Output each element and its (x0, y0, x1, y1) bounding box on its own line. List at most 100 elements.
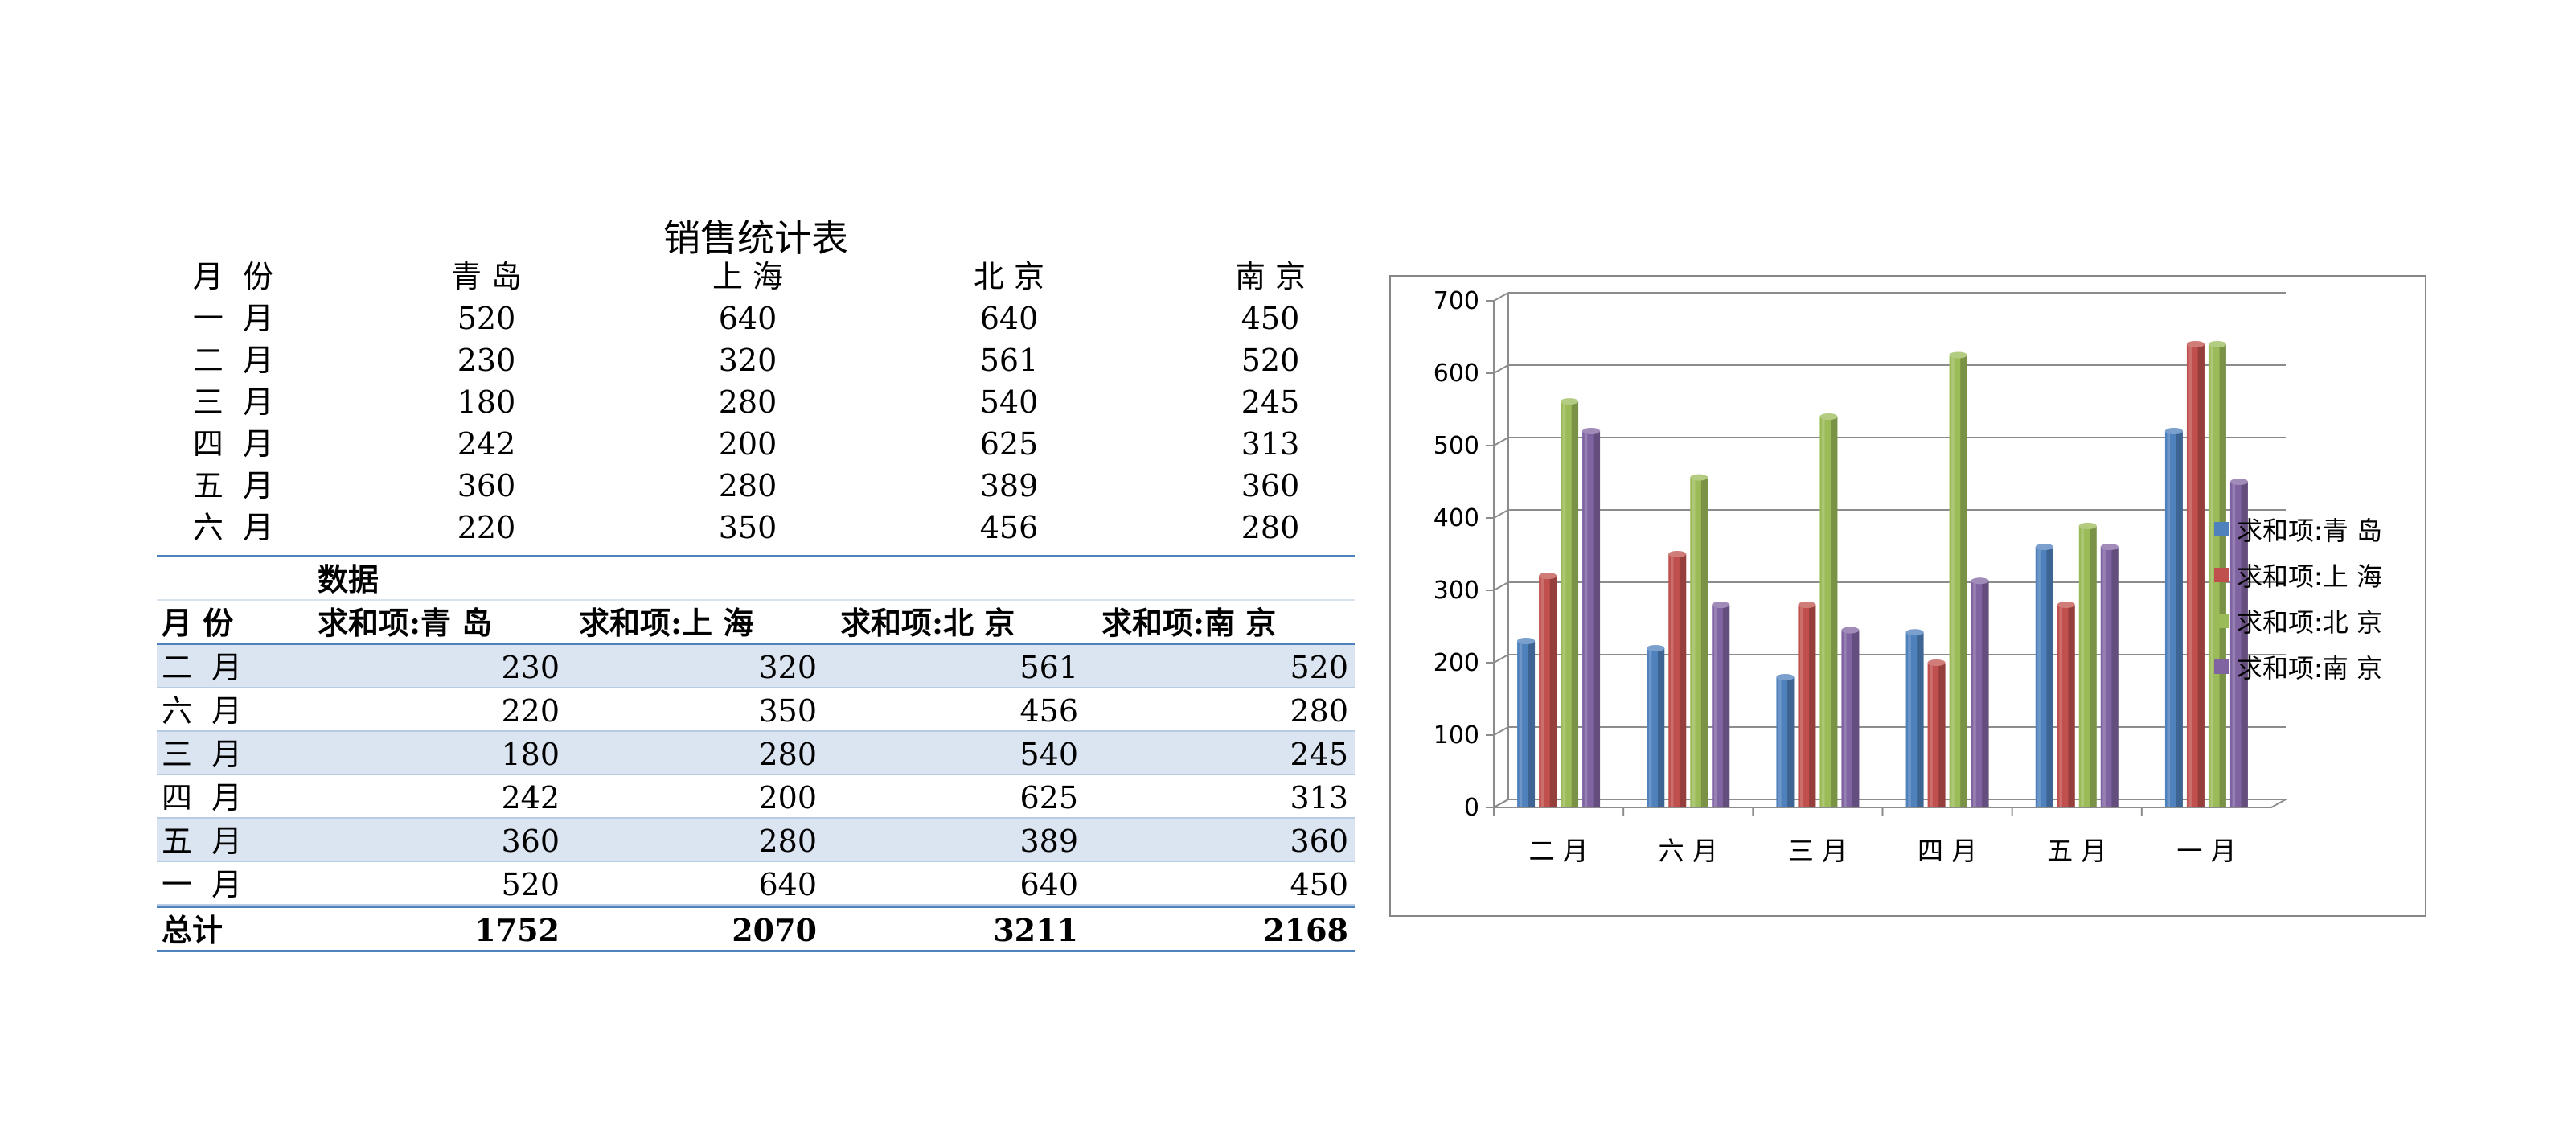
bar-cap (1798, 602, 1816, 608)
pivot-cell[interactable]: 180 (501, 737, 560, 772)
pivot-data-label[interactable]: 数据 (318, 561, 379, 598)
bar-cap-highlight (2100, 544, 2119, 550)
side-gridline (1493, 509, 1509, 519)
pivot-cell[interactable]: 456 (1019, 693, 1078, 729)
raw-cell[interactable]: 六 月 (192, 510, 274, 545)
raw-cell[interactable]: 360 (1241, 468, 1300, 503)
raw-header-cell[interactable]: 月 份 (192, 259, 274, 294)
raw-cell[interactable]: 320 (718, 343, 777, 378)
raw-cell[interactable]: 625 (979, 426, 1039, 462)
pivot-cell[interactable]: 220 (501, 693, 560, 729)
pivot-header-cell[interactable]: 求和项:青 岛 (318, 605, 493, 641)
pivot-header-cell[interactable]: 月 份 (162, 605, 234, 641)
pivot-cell[interactable]: 561 (1019, 650, 1078, 685)
pivot-cell[interactable]: 200 (758, 780, 817, 816)
bar-highlight (1844, 630, 1847, 807)
raw-cell[interactable]: 640 (718, 301, 777, 336)
bar-cap-highlight (1949, 351, 1967, 359)
bar-cap (2208, 341, 2226, 347)
bar-highlight (1562, 401, 1566, 807)
raw-cell[interactable]: 245 (1241, 384, 1300, 420)
pivot-cell[interactable]: 320 (758, 650, 817, 685)
chart-bar (2186, 341, 2205, 807)
pivot-cell[interactable]: 540 (1019, 737, 1078, 772)
chart-plot-area[interactable]: 0 100 200 300 400 500 600 700 二 月 六 月 三 月 四 月 五 月 一 月 (1391, 277, 2425, 915)
pivot-cell[interactable]: 389 (1019, 824, 1078, 859)
pivot-cell[interactable]: 625 (1019, 780, 1078, 816)
pivot-cell[interactable]: 280 (758, 737, 817, 772)
raw-header-cell[interactable]: 南 京 (1234, 259, 1306, 294)
bar-body (1712, 605, 1730, 807)
pivot-cell[interactable]: 245 (1290, 737, 1348, 772)
pivot-cell[interactable]: 313 (1290, 780, 1348, 816)
raw-cell[interactable]: 640 (979, 301, 1039, 336)
pivot-data-label-row: 数据 (157, 555, 1355, 601)
pivot-cell[interactable]: 640 (758, 867, 817, 902)
raw-cell[interactable]: 一 月 (192, 301, 274, 336)
raw-cell[interactable]: 456 (979, 510, 1039, 545)
raw-cell[interactable]: 280 (718, 384, 777, 420)
raw-cell[interactable]: 280 (718, 468, 777, 503)
pivot-total-cell[interactable]: 2070 (732, 912, 817, 948)
legend-item[interactable]: 求和项:北 京 (2214, 598, 2382, 643)
pivot-total-cell[interactable]: 2168 (1263, 912, 1348, 948)
pivot-cell[interactable]: 四 月 (162, 780, 243, 816)
raw-cell[interactable]: 520 (457, 301, 516, 336)
raw-cell[interactable]: 389 (979, 468, 1039, 503)
raw-cell[interactable]: 350 (718, 510, 777, 545)
pivot-header-cell[interactable]: 求和项:南 京 (1101, 605, 1277, 641)
pivot-header-cell[interactable]: 求和项:北 京 (840, 605, 1015, 641)
pivot-cell[interactable]: 280 (1290, 693, 1348, 729)
pivot-cell[interactable]: 640 (1019, 867, 1078, 902)
pivot-cell[interactable]: 520 (1290, 650, 1348, 685)
raw-cell[interactable]: 四 月 (192, 426, 274, 462)
pivot-cell[interactable]: 二 月 (162, 650, 243, 685)
bar-shade (1852, 630, 1860, 807)
raw-cell[interactable]: 五 月 (192, 468, 274, 503)
pivot-cell[interactable]: 350 (758, 693, 817, 729)
pivot-cell[interactable]: 520 (501, 867, 560, 902)
pivot-total-cell[interactable]: 总计 (162, 912, 224, 948)
pivot-cell[interactable]: 六 月 (162, 693, 243, 729)
raw-cell[interactable]: 360 (457, 468, 516, 503)
pivot-total-cell[interactable]: 3211 (993, 912, 1078, 948)
raw-header-cell[interactable]: 青 岛 (450, 259, 523, 294)
raw-cell[interactable]: 450 (1241, 301, 1300, 336)
pivot-chart[interactable]: 0 100 200 300 400 500 600 700 二 月 六 月 三 月 四 月 五 月 一 月… (1389, 275, 2426, 917)
pivot-cell[interactable]: 242 (501, 780, 560, 816)
pivot-cell[interactable]: 360 (1290, 824, 1348, 859)
pivot-cell[interactable]: 一 月 (162, 867, 243, 902)
raw-cell[interactable]: 561 (979, 343, 1039, 378)
raw-cell[interactable]: 280 (1241, 510, 1300, 545)
raw-header-cell[interactable]: 上 海 (712, 259, 784, 294)
pivot-cell[interactable]: 五 月 (162, 824, 243, 859)
legend-item[interactable]: 求和项:上 海 (2214, 552, 2382, 598)
pivot-header-cell[interactable]: 求和项:上 海 (579, 605, 754, 641)
raw-header-cell[interactable]: 北 京 (973, 259, 1045, 294)
legend-label: 求和项:青 岛 (2237, 515, 2382, 546)
raw-cell[interactable]: 242 (457, 426, 516, 462)
raw-cell[interactable]: 200 (718, 426, 777, 462)
raw-cell[interactable]: 220 (457, 510, 516, 545)
legend-item[interactable]: 求和项:南 京 (2214, 643, 2382, 689)
bar-highlight (2102, 547, 2106, 807)
pivot-total-cell[interactable]: 1752 (474, 912, 560, 948)
bar-shade (1809, 605, 1816, 807)
pivot-cell[interactable]: 三 月 (162, 737, 243, 772)
pivot-cell[interactable]: 280 (758, 824, 817, 859)
pivot-cell[interactable]: 230 (501, 650, 560, 685)
raw-cell[interactable]: 180 (457, 384, 516, 420)
chart-bar (1971, 577, 1989, 807)
raw-cell[interactable]: 520 (1241, 343, 1300, 378)
pivot-cell[interactable]: 450 (1290, 867, 1348, 902)
raw-cell[interactable]: 三 月 (192, 384, 274, 420)
chart-legend[interactable]: 求和项:青 岛 求和项:上 海 求和项:北 京 求和项:南 京 (2214, 506, 2382, 689)
raw-cell[interactable]: 二 月 (192, 343, 274, 378)
raw-cell[interactable]: 313 (1241, 426, 1300, 462)
legend-item[interactable]: 求和项:青 岛 (2214, 506, 2382, 552)
pivot-cell[interactable]: 360 (501, 824, 560, 859)
raw-cell[interactable]: 230 (457, 343, 516, 378)
raw-cell[interactable]: 540 (979, 384, 1039, 420)
bar-body (1798, 605, 1816, 807)
chart-bar (2057, 602, 2075, 807)
